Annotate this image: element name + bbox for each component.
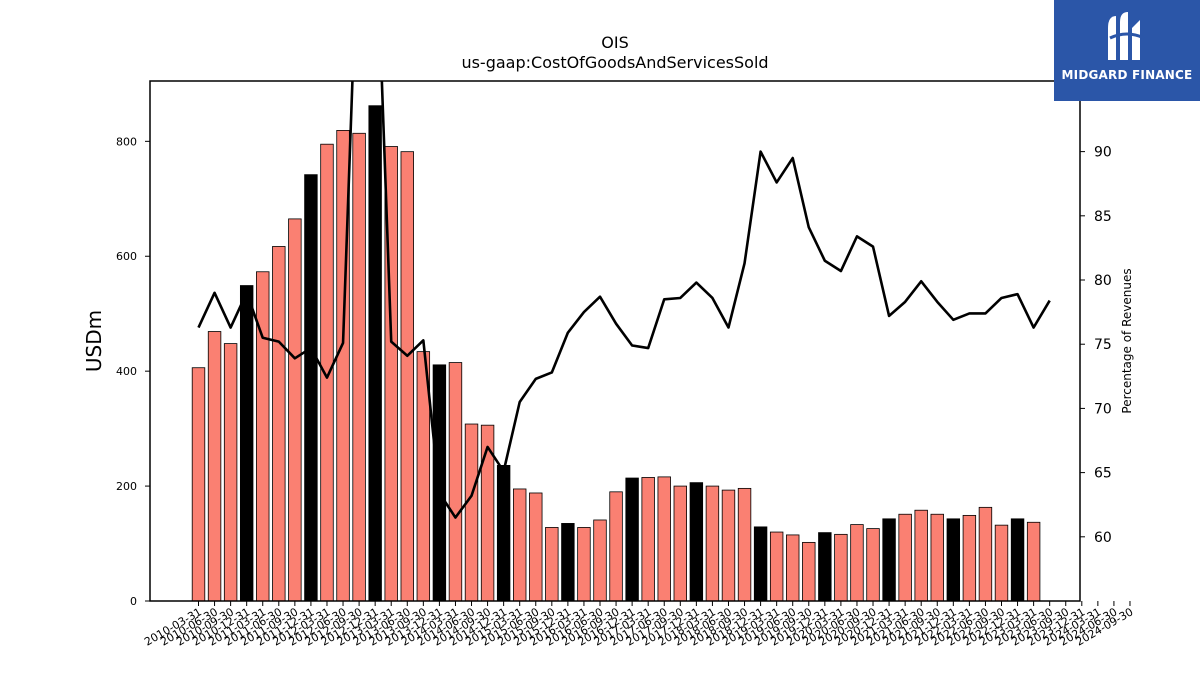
bar	[994, 524, 1009, 602]
bar	[513, 488, 527, 602]
bar	[786, 534, 800, 602]
bar	[304, 174, 318, 602]
y-tick-label: 400	[116, 365, 137, 378]
y-right-tick-label: 60	[1094, 530, 1112, 546]
y-tick-label: 800	[116, 135, 137, 148]
bar	[561, 523, 575, 602]
bar	[850, 524, 864, 602]
bar	[464, 423, 479, 602]
y-tick-label: 0	[130, 595, 137, 608]
x-axis: 2010-03-312010-06-302010-09-302010-12-31…	[142, 601, 1135, 649]
bar	[802, 541, 816, 602]
y-right-tick-label: 90	[1094, 145, 1112, 161]
bar	[657, 476, 671, 602]
y-right-tick-label: 80	[1094, 273, 1112, 289]
y-right-tick-label: 65	[1094, 466, 1112, 482]
bar	[239, 285, 254, 602]
bar	[882, 518, 896, 602]
bar	[272, 246, 286, 602]
bar	[737, 487, 752, 602]
y-axis-label: USDm	[82, 310, 106, 372]
bar	[223, 343, 238, 602]
bar	[625, 477, 639, 602]
bar	[448, 362, 463, 602]
bar	[673, 485, 688, 602]
bar	[529, 492, 543, 602]
y-tick-label: 600	[116, 250, 137, 263]
bar	[400, 151, 414, 602]
bar	[496, 464, 511, 602]
bar	[593, 519, 607, 602]
y-axis-left: 0 200 400 600 800	[116, 135, 150, 608]
bar	[641, 477, 655, 602]
bar	[930, 513, 944, 602]
bar	[191, 367, 206, 602]
bar	[288, 218, 302, 602]
bar	[352, 132, 366, 602]
percentage-line	[197, 81, 1051, 519]
bar	[753, 526, 768, 602]
y-axis-right: 60 65 70 75 80 85 90	[1080, 145, 1112, 546]
y-axis-right-label: Percentage of Revenues	[1120, 268, 1134, 413]
bar	[898, 513, 912, 602]
chart-subtitle: us-gaap:CostOfGoodsAndServicesSold	[461, 53, 768, 72]
bar	[577, 527, 591, 602]
bar	[256, 271, 270, 602]
bar	[1026, 521, 1041, 602]
y-right-tick-label: 75	[1094, 337, 1112, 353]
bar-series	[191, 105, 1041, 602]
brand-logo: MIDGARD FINANCE	[1054, 0, 1200, 101]
bar	[320, 143, 334, 602]
percentage-line-series	[197, 81, 1051, 519]
bar	[834, 533, 848, 602]
plot-frame	[149, 80, 1081, 602]
brand-name: MIDGARD FINANCE	[1061, 68, 1193, 82]
bar	[818, 532, 832, 602]
bar	[946, 518, 961, 602]
bar	[978, 506, 993, 602]
bar	[609, 491, 623, 602]
bar	[769, 531, 784, 602]
bar	[545, 527, 559, 602]
bar	[368, 105, 382, 602]
bar	[962, 514, 977, 602]
bar	[689, 482, 704, 602]
bar	[866, 528, 880, 602]
y-right-tick-label: 85	[1094, 209, 1112, 225]
bar	[705, 485, 720, 602]
bar	[1010, 518, 1025, 602]
bar	[721, 489, 736, 602]
y-right-tick-label: 70	[1094, 401, 1112, 417]
bar	[207, 331, 222, 602]
bar	[914, 509, 928, 602]
chart-title: OIS	[601, 33, 628, 52]
y-tick-label: 200	[116, 480, 137, 493]
midgard-logo-icon	[1108, 12, 1145, 60]
